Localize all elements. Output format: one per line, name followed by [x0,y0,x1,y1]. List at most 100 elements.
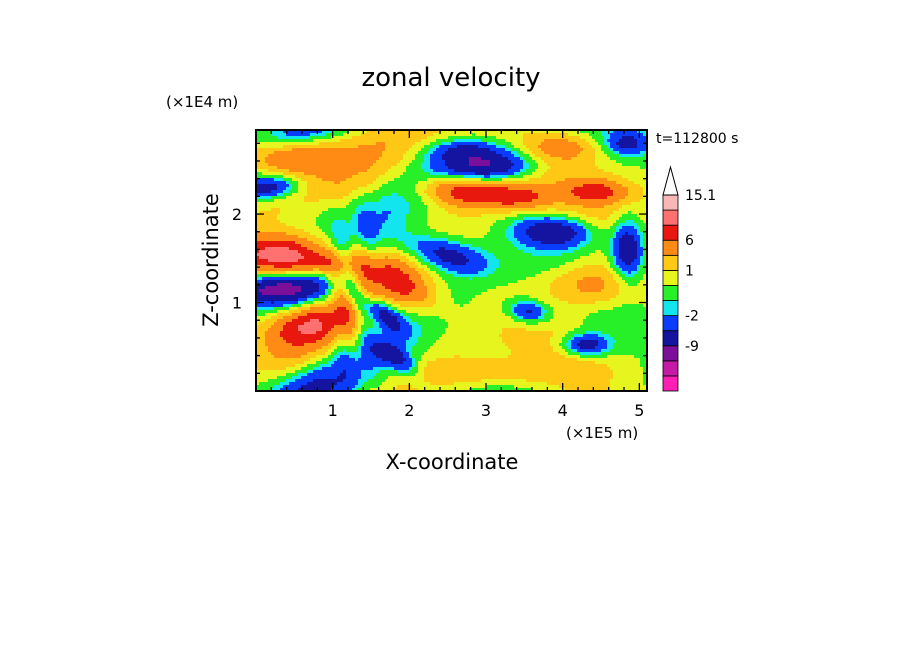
contour-cell [631,181,635,185]
contour-cell [529,187,533,191]
contour-cell [535,169,539,173]
contour-cell [352,205,356,209]
contour-cell [268,226,272,230]
contour-cell [514,223,518,227]
contour-cell [616,223,620,227]
contour-cell [472,235,476,239]
contour-cell [490,151,494,155]
contour-cell [445,151,449,155]
contour-cell [625,241,629,245]
contour-cell [592,238,596,242]
contour-cell [385,199,389,203]
contour-cell [568,229,572,233]
contour-cell [475,199,479,203]
contour-cell [376,151,380,155]
contour-cell [271,229,275,233]
contour-cell [451,229,455,233]
contour-cell [442,214,446,218]
contour-cell [619,181,623,185]
contour-cell [409,208,413,212]
contour-cell [364,184,368,188]
contour-cell [610,163,614,167]
contour-cell [463,232,467,236]
contour-cell [256,166,260,170]
contour-cell [625,172,629,176]
contour-cell [457,226,461,230]
contour-cell [535,190,539,194]
contour-cell [436,211,440,215]
contour-cell [442,238,446,242]
contour-cell [427,193,431,197]
contour-cell [331,151,335,155]
contour-cell [286,211,290,215]
contour-cell [628,142,632,146]
contour-cell [538,181,542,185]
contour-cell [628,154,632,158]
contour-cell [331,220,335,224]
contour-cell [370,205,374,209]
contour-cell [571,157,575,161]
contour-cell [601,202,605,206]
contour-cell [592,172,596,176]
contour-cell [415,190,419,194]
contour-cell [448,184,452,188]
contour-cell [343,154,347,158]
contour-cell [364,202,368,206]
contour-cell [400,196,404,200]
contour-cell [277,217,281,221]
contour-cell [289,211,293,215]
contour-cell [466,202,470,206]
contour-cell [385,136,389,140]
contour-cell [640,190,644,194]
contour-cell [331,184,335,188]
contour-cell [538,235,542,239]
contour-cell [493,157,497,161]
contour-cell [580,166,584,170]
contour-cell [406,184,410,188]
contour-cell [472,187,476,191]
contour-cell [373,154,377,158]
contour-cell [520,163,524,167]
contour-cell [289,190,293,194]
contour-cell [571,136,575,140]
contour-cell [448,178,452,182]
contour-cell [334,211,338,215]
contour-cell [487,163,491,167]
contour-cell [433,184,437,188]
contour-cell [427,181,431,185]
contour-cell [469,196,473,200]
contour-cell [460,190,464,194]
contour-cell [364,214,368,218]
contour-cell [391,208,395,212]
contour-cell [367,166,371,170]
contour-cell [592,199,596,203]
contour-cell [643,223,647,227]
contour-cell [574,208,578,212]
contour-cell [277,211,281,215]
contour-cell [400,193,404,197]
contour-cell [385,238,389,242]
contour-cell [436,133,440,137]
contour-cell [517,181,521,185]
contour-cell [469,208,473,212]
contour-cell [346,166,350,170]
contour-cell [313,145,317,149]
contour-cell [568,223,572,227]
contour-cell [442,220,446,224]
contour-cell [382,187,386,191]
contour-cell [433,196,437,200]
contour-cell [529,181,533,185]
contour-cell [556,241,560,245]
contour-cell [355,181,359,185]
contour-cell [418,223,422,227]
contour-cell [331,172,335,176]
contour-cell [559,208,563,212]
contour-cell [562,193,566,197]
contour-cell [340,163,344,167]
contour-cell [427,235,431,239]
contour-cell [430,142,434,146]
contour-cell [364,187,368,191]
contour-cell [598,166,602,170]
contour-cell [523,235,527,239]
contour-cell [325,160,329,164]
